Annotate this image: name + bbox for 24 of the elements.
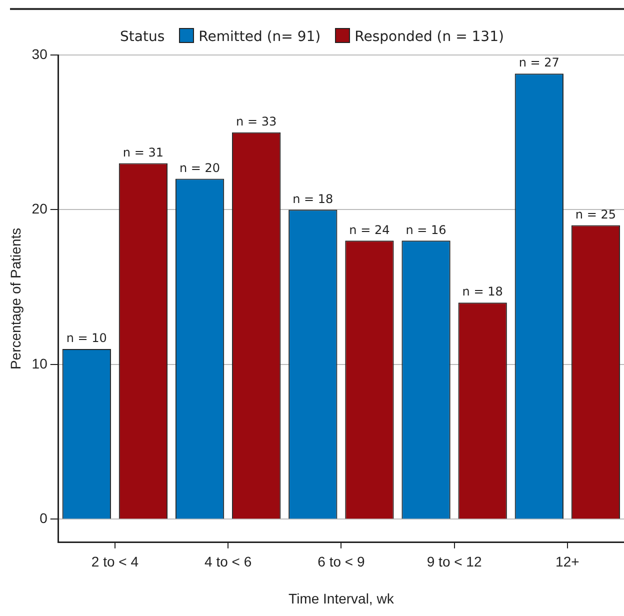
annotation: n = 10 bbox=[66, 331, 107, 346]
x-tick-label: 12+ bbox=[556, 554, 580, 570]
y-tick-label: 30 bbox=[32, 46, 48, 62]
y-axis-title: Percentage of Patients bbox=[7, 228, 24, 370]
annotation: n = 33 bbox=[236, 114, 277, 128]
annotation: n = 31 bbox=[122, 145, 164, 160]
annotation: n = 16 bbox=[406, 222, 446, 237]
annotation: n = 18 bbox=[292, 192, 334, 206]
annotation: n = 18 bbox=[462, 284, 503, 299]
x-tick-label: 2 to < 4 bbox=[91, 554, 139, 570]
y-tick-label: 10 bbox=[32, 355, 48, 372]
annotation: n = 20 bbox=[180, 160, 220, 175]
x-axis-title: Time Interval, wk bbox=[288, 590, 395, 606]
y-tick-label: 20 bbox=[32, 200, 48, 217]
x-tick-label: 6 to < 9 bbox=[318, 554, 365, 570]
x-tick-label: 9 to < 12 bbox=[426, 554, 482, 570]
x-tick-label: 4 to < 6 bbox=[204, 554, 252, 570]
annotation: n = 27 bbox=[518, 56, 560, 70]
legend-label: Remitted (n= 91) bbox=[198, 29, 321, 45]
y-tick-label: 0 bbox=[40, 510, 48, 526]
legend-title: Status bbox=[120, 29, 165, 45]
legend-label: Responded (n = 131) bbox=[354, 29, 504, 45]
annotation: n = 25 bbox=[575, 207, 616, 222]
annotation: n = 24 bbox=[349, 222, 390, 237]
